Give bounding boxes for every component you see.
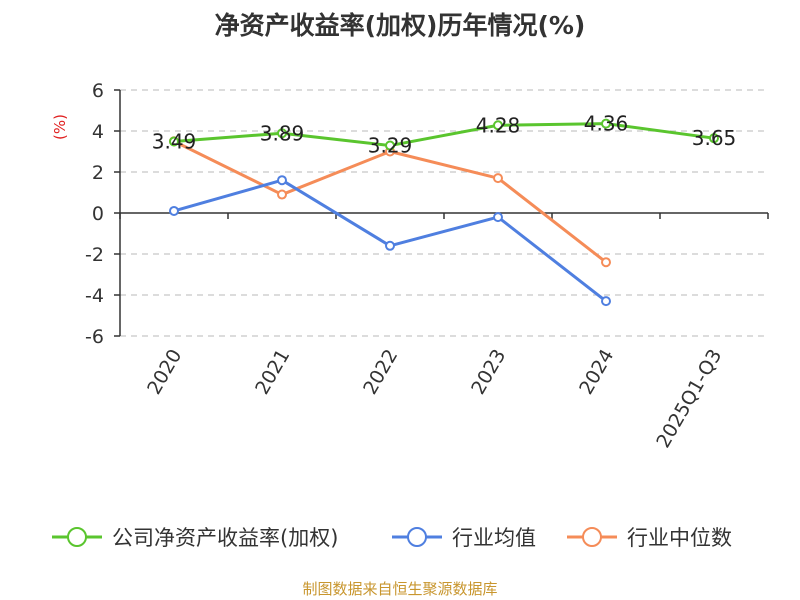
data-label: 3.65: [692, 126, 737, 150]
data-label: 4.28: [476, 113, 521, 137]
data-labels: 3.49 3.89 3.29 4.28 4.36 3.65: [152, 112, 737, 158]
y-tick-label: 6: [92, 80, 104, 102]
legend-marker: [67, 527, 87, 547]
series-lines: [169, 118, 719, 307]
data-point: [169, 205, 179, 216]
data-label: 3.49: [152, 129, 197, 153]
x-tick-label: 2020: [143, 346, 186, 399]
data-point: [601, 296, 611, 307]
source-note: 制图数据来自恒生聚源数据库: [302, 580, 497, 598]
y-tick-labels: 6 4 2 0 -2 -4 -6: [85, 80, 104, 348]
y-tick-label: 0: [92, 203, 104, 225]
x-tick-label: 2024: [575, 346, 618, 399]
series-line: [173, 178, 607, 303]
series-line: [173, 122, 715, 148]
data-point: [493, 173, 503, 184]
data-point: [385, 140, 395, 151]
legend-marker: [407, 527, 427, 547]
data-label: 4.36: [584, 112, 629, 136]
data-point: [493, 120, 503, 131]
x-tick-label: 2022: [359, 346, 402, 399]
data-point: [277, 128, 287, 139]
data-point: [169, 136, 179, 147]
chart-title: 净资产收益率(加权)历年情况(%): [215, 11, 586, 40]
data-label: 3.89: [260, 121, 305, 145]
y-tick-label: -4: [85, 285, 104, 307]
data-point: [709, 133, 719, 144]
y-tick-label: -6: [85, 326, 104, 348]
y-tick-label: -2: [85, 244, 104, 266]
x-tick-label: 2023: [467, 346, 510, 399]
x-tick-label: 2021: [251, 346, 294, 399]
legend-label: 行业中位数: [627, 526, 732, 550]
x-tick-label: 2025Q1-Q3: [652, 346, 726, 452]
y-tick-label: 4: [92, 121, 104, 143]
data-label: 3.29: [368, 134, 413, 158]
data-point: [385, 240, 395, 251]
data-point: [277, 189, 287, 200]
y-axis-unit-label: (%): [51, 114, 69, 140]
legend-marker: [582, 527, 602, 547]
legend-label: 公司净资产收益率(加权): [112, 526, 338, 550]
axes: [114, 89, 769, 337]
data-point: [601, 118, 611, 129]
data-point: [277, 175, 287, 186]
data-point: [493, 212, 503, 223]
legend-label: 行业均值: [452, 526, 536, 550]
legend: 公司净资产收益率(加权) 行业均值 行业中位数: [52, 526, 732, 550]
y-tick-label: 2: [92, 162, 104, 184]
data-point: [601, 257, 611, 268]
x-tick-labels: 2020 2021 2022 2023 2024 2025Q1-Q3: [143, 346, 726, 452]
